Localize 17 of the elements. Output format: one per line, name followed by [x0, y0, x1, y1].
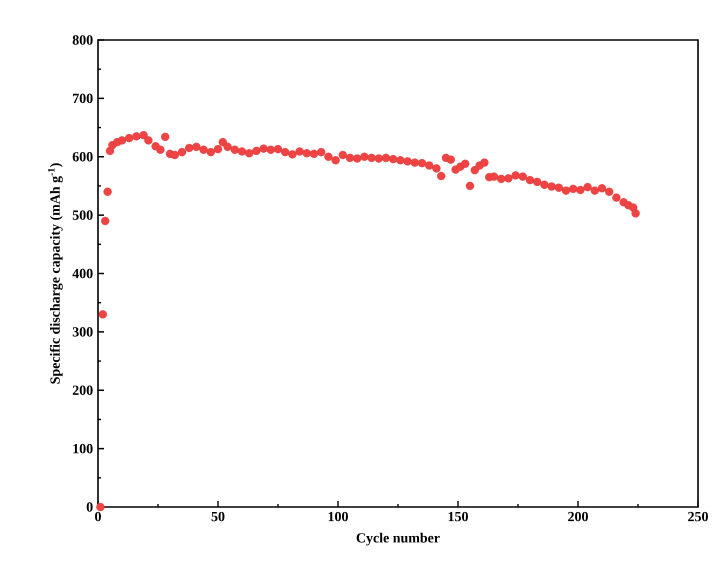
x-tick-label: 200: [568, 512, 588, 522]
x-tick-label: 250: [688, 512, 708, 522]
y-tick-label: 700: [73, 94, 93, 104]
y-tick-label: 300: [72, 327, 93, 337]
y-tick-label: 800: [72, 35, 93, 45]
y-tick-label: 500: [72, 210, 93, 220]
y-tick-label: 100: [73, 444, 93, 454]
x-tick-label: 50: [212, 512, 224, 522]
y-axis-title: Specific discharge capacity (mAh g$^{-1}$): [48, 163, 63, 384]
y-tick-label: 400: [72, 268, 93, 278]
y-tick-label: 0: [86, 502, 93, 512]
y-tick-label: 600: [72, 152, 93, 162]
x-axis-title: Cycle number: [356, 532, 440, 546]
x-tick-label: 0: [95, 512, 101, 522]
x-tick-label: 100: [328, 512, 348, 522]
y-tick-label: 200: [72, 386, 93, 395]
x-tick-label: 150: [448, 512, 468, 522]
